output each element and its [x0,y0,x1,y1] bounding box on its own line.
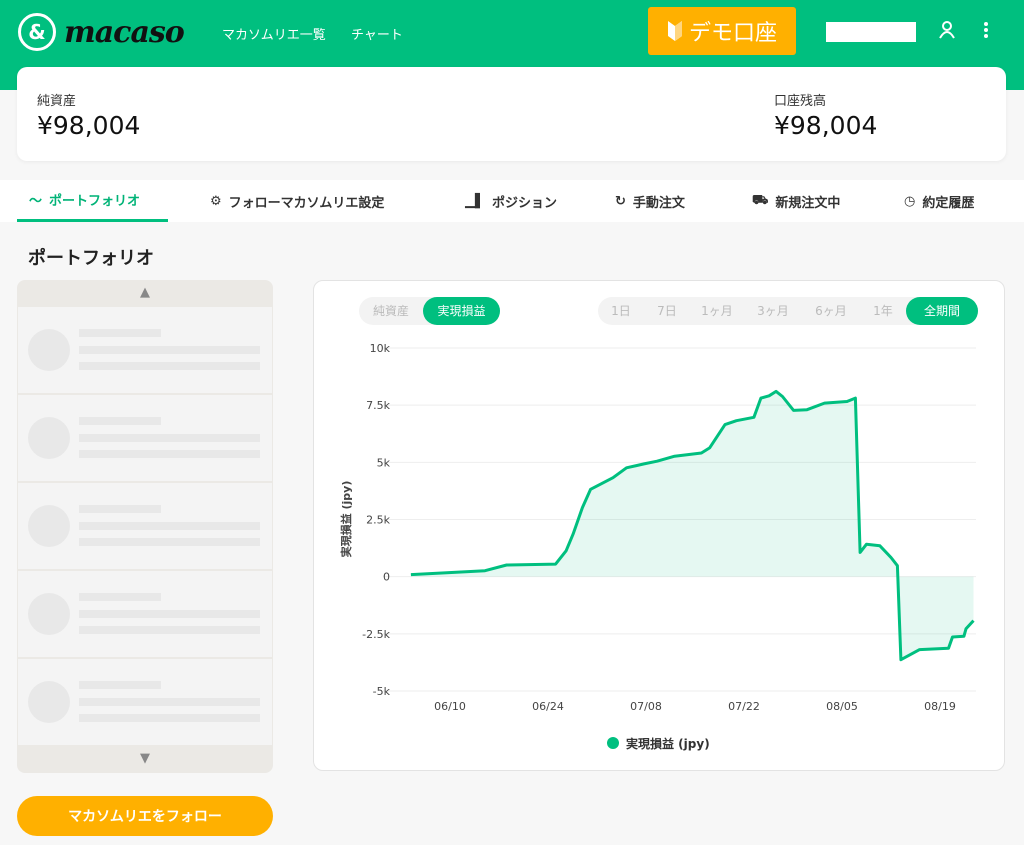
logo-text: macaso [64,14,185,50]
y-tick-label: 0 [383,571,390,584]
list-item-placeholder[interactable] [18,571,272,657]
text-placeholder [79,329,161,337]
chart-card: 純資産 実現損益 1日 7日 1ヶ月 3ヶ月 6ヶ月 1年 全期間 10k 7.5k 5k 2.5… [313,280,1005,771]
x-tick-label: 06/24 [532,700,564,713]
x-tick-label: 07/08 [630,700,662,713]
tab-label: 手動注文 [632,195,685,211]
net-assets-value: ¥98,004 [37,111,141,140]
period-option[interactable]: 1年 [873,304,893,318]
tab-label: フォローマカソムリエ設定 [228,195,385,211]
text-placeholder [79,434,260,442]
bar-chart-icon: ▁▌ [465,193,485,209]
tab-positions[interactable]: ▁▌ ポジション [465,180,557,222]
beginner-mark-icon [667,21,682,41]
cart-icon: ⛟ [752,192,769,208]
user-icon[interactable] [938,20,956,40]
scroll-down-icon[interactable]: ▼ [140,751,150,766]
text-placeholder [79,346,260,354]
avatar-placeholder [28,593,70,635]
toggle-net-assets[interactable]: 純資産 [372,304,409,318]
period-option[interactable]: 全期間 [906,297,978,325]
logo[interactable]: & macaso [18,13,185,51]
demo-badge-label: デモ口座 [688,21,777,46]
text-placeholder [79,714,260,722]
tab-new-orders[interactable]: ⛟ 新規注文中 [752,180,840,222]
list-item-placeholder[interactable] [18,307,272,393]
period-toggle: 1日 7日 1ヶ月 3ヶ月 6ヶ月 1年 全期間 [598,297,978,325]
period-option[interactable]: 1日 [611,304,631,318]
text-placeholder [79,505,161,513]
text-placeholder [79,698,260,706]
tab-label: ポジション [492,195,558,211]
follow-button[interactable]: マカソムリエをフォロー [17,796,273,836]
tab-label: 新規注文中 [775,195,841,211]
trend-icon: 〜 [29,194,43,209]
section-title: ポートフォリオ [28,248,154,269]
text-placeholder [79,593,161,601]
legend-label: 実現損益 (jpy) [626,736,710,751]
text-placeholder [79,522,260,530]
realized-pnl-chart: 10k 7.5k 5k 2.5k 0 -2.5k -5k 06/10 06/24 07/08 07/… [339,342,976,751]
text-placeholder [79,626,260,634]
text-placeholder [79,610,260,618]
logo-mark-icon: & [18,13,56,51]
net-assets-label: 純資産 [37,94,77,109]
tab-bar: 〜ポートフォリオ ⚙ フォローマカソムリエ設定 ▁▌ ポジション ↻ 手動注文 ⛟ 新規… [0,180,1024,222]
summary-card: 純資産 ¥98,004 口座残高 ¥98,004 [17,67,1006,161]
user-name-box [826,22,916,42]
y-tick-label: 5k [377,456,391,469]
list-item-placeholder[interactable] [18,659,272,745]
sommelier-list: ▲ ▼ [17,280,273,773]
y-tick-label: -2.5k [362,628,390,641]
avatar-placeholder [28,329,70,371]
list-item-placeholder[interactable] [18,395,272,481]
nav-sommelier-list[interactable]: マカソムリエ一覧 [222,28,326,43]
demo-account-badge: デモ口座 [648,7,796,55]
tab-execution-history[interactable]: ◷ 約定履歴 [904,180,974,222]
legend-marker [607,737,619,749]
chart-type-toggle: 純資産 実現損益 [359,297,500,325]
period-option[interactable]: 3ヶ月 [757,304,789,318]
avatar-placeholder [28,417,70,459]
balance-value: ¥98,004 [774,111,878,140]
x-tick-label: 06/10 [434,700,466,713]
tab-label: ポートフォリオ [49,194,141,209]
x-tick-label: 08/05 [826,700,858,713]
refresh-icon: ↻ [615,193,626,209]
tab-label: 約定履歴 [922,195,975,211]
toggle-realized-pnl[interactable]: 実現損益 [423,297,500,325]
y-tick-label: 10k [370,342,391,355]
list-item-placeholder[interactable] [18,483,272,569]
y-tick-label: -5k [373,685,391,698]
tab-manual-order[interactable]: ↻ 手動注文 [615,180,685,222]
period-option[interactable]: 6ヶ月 [815,304,847,318]
clock-icon: ◷ [904,193,916,209]
x-tick-label: 07/22 [728,700,760,713]
tab-follow-settings[interactable]: ⚙ フォローマカソムリエ設定 [210,180,384,222]
text-placeholder [79,450,260,458]
y-tick-label: 7.5k [366,399,390,412]
nav-chart[interactable]: チャート [351,28,403,43]
text-placeholder [79,681,161,689]
y-axis-label: 実現損益 (jpy) [339,481,353,558]
y-tick-label: 2.5k [366,514,390,527]
scroll-up-icon[interactable]: ▲ [140,285,150,300]
avatar-placeholder [28,505,70,547]
more-vertical-icon[interactable] [982,20,990,40]
text-placeholder [79,417,161,425]
series-area [410,391,974,660]
text-placeholder [79,362,260,370]
gear-icon: ⚙ [210,193,222,209]
period-option[interactable]: 1ヶ月 [701,304,733,318]
x-tick-label: 08/19 [924,700,956,713]
avatar-placeholder [28,681,70,723]
balance-label: 口座残高 [774,94,827,109]
tab-portfolio[interactable]: 〜ポートフォリオ [17,180,168,222]
text-placeholder [79,538,260,546]
period-option[interactable]: 7日 [657,304,677,318]
